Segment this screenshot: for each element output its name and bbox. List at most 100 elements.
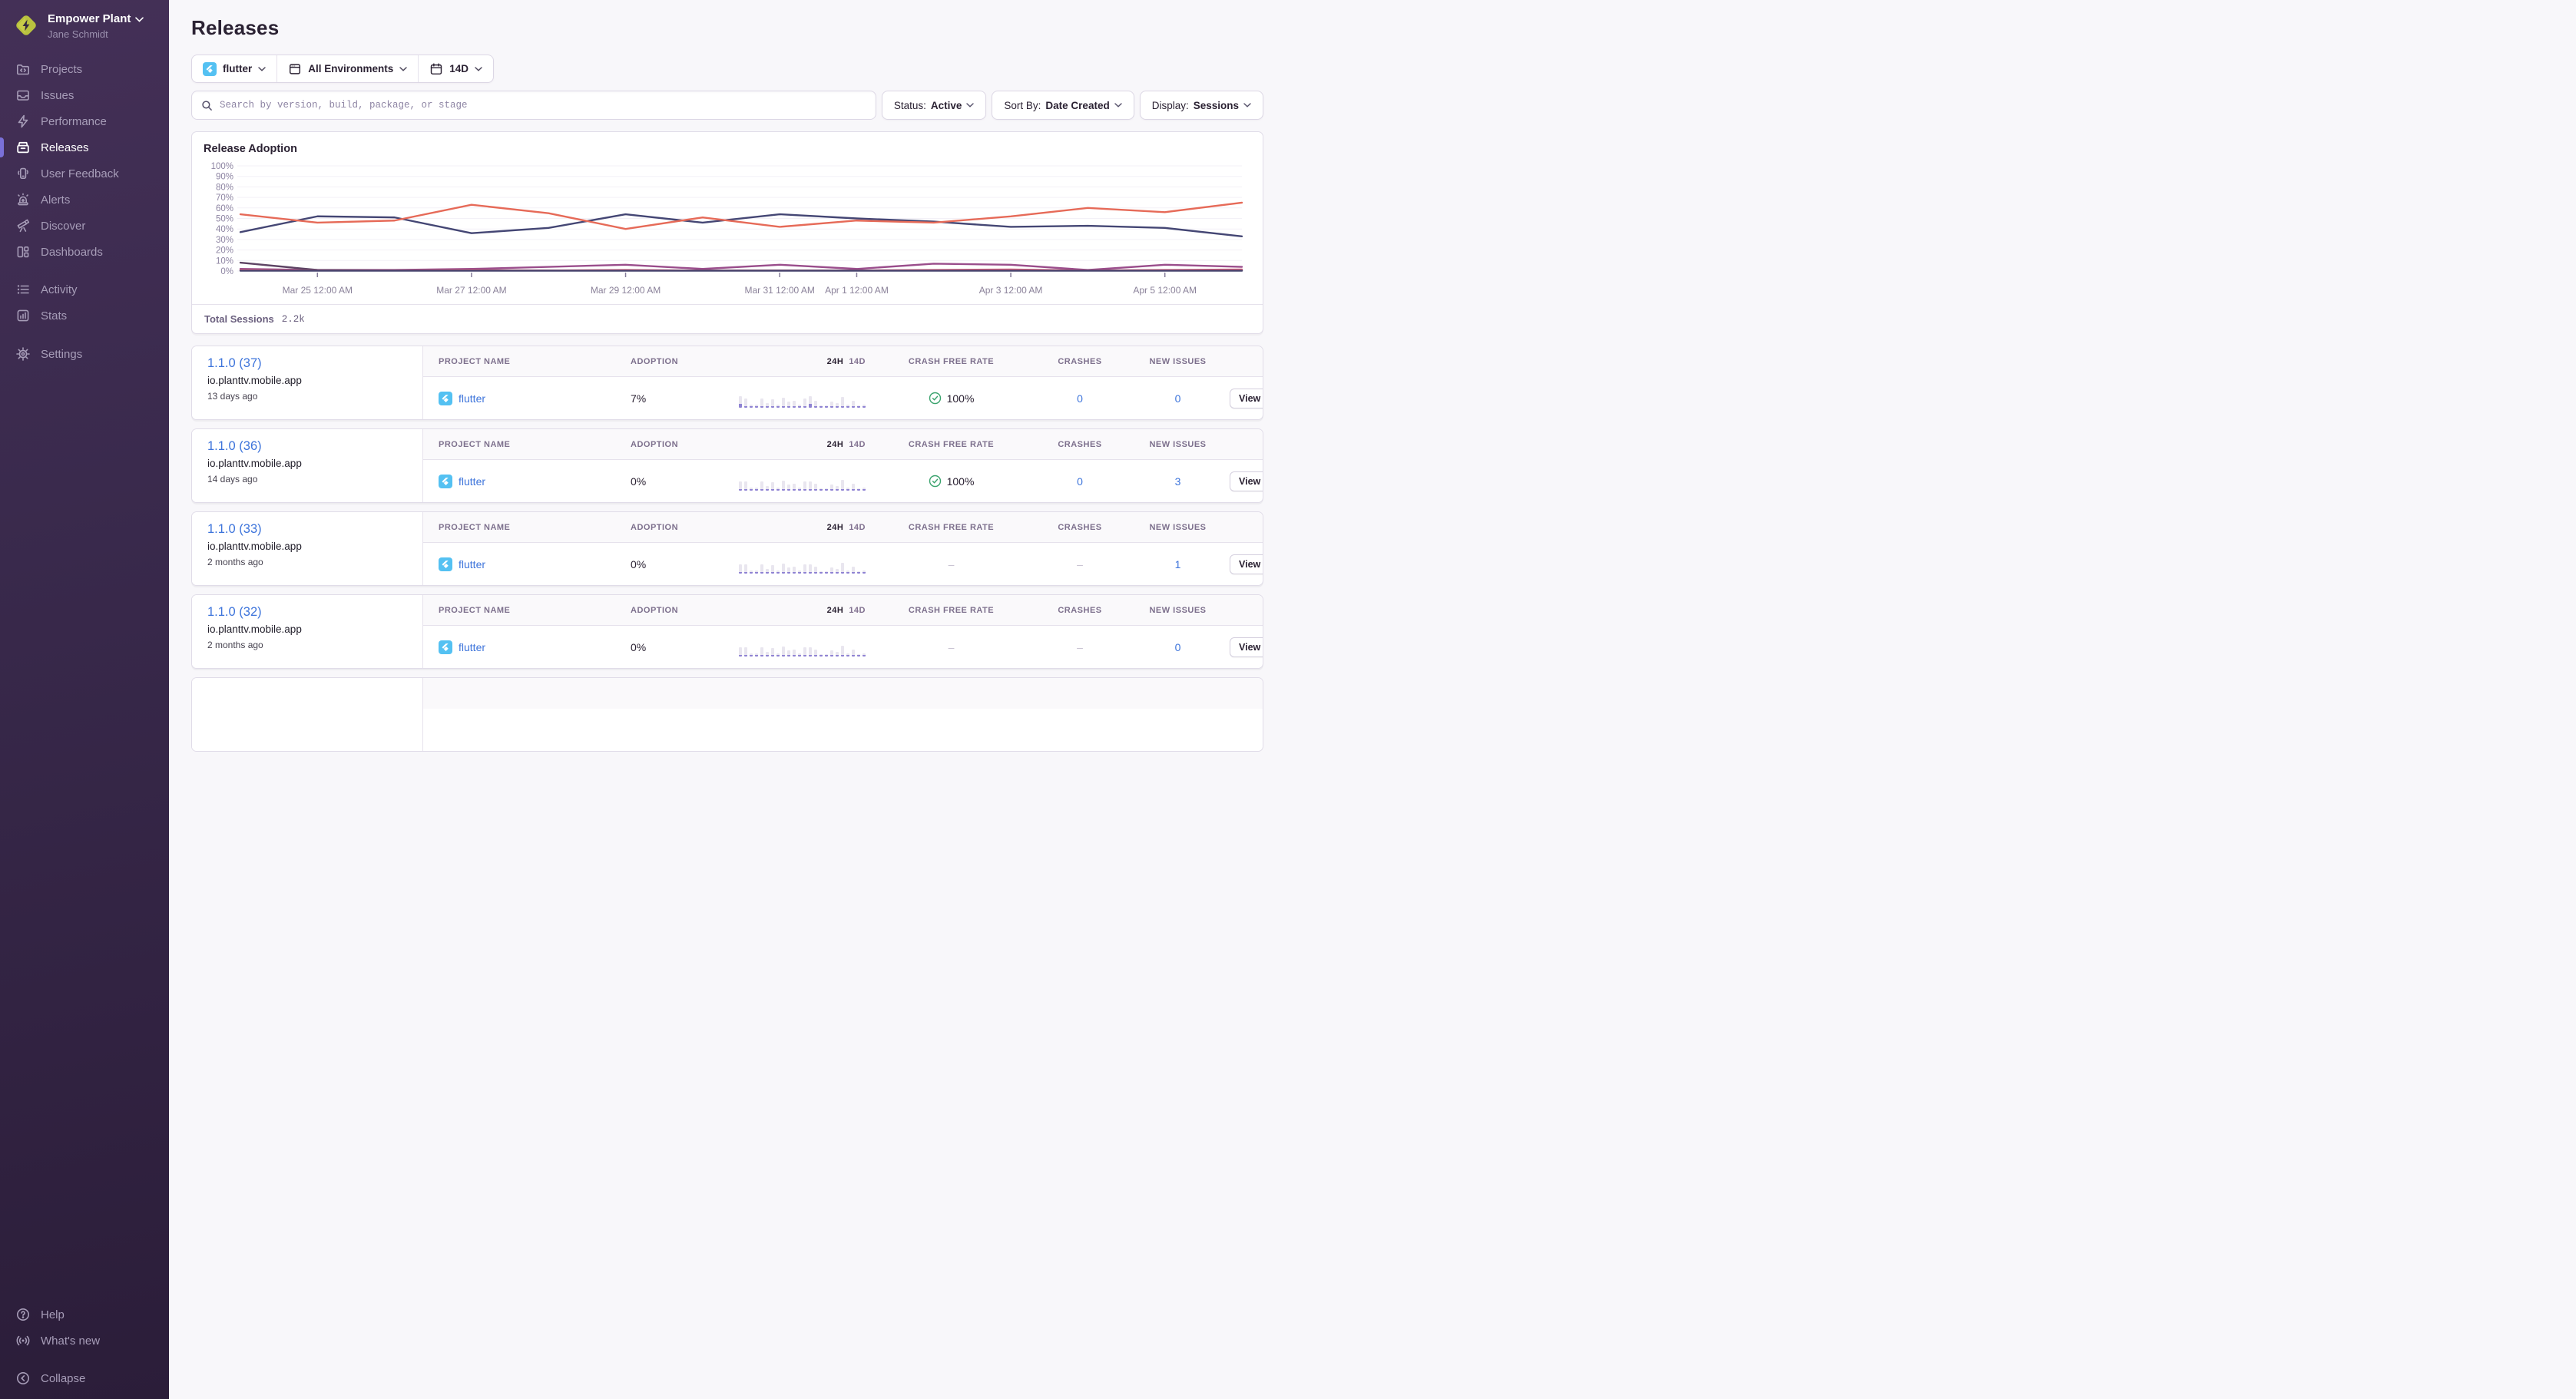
project-link[interactable]: flutter [459, 640, 486, 653]
svg-text:30%: 30% [216, 236, 233, 245]
release-table-header: PROJECT NAME ADOPTION 24H 14D CRASH FREE … [423, 595, 1263, 626]
sessions-sparkline [723, 389, 869, 408]
crashes-link[interactable]: – [1077, 640, 1083, 653]
view-button[interactable]: View [1230, 554, 1263, 574]
view-button[interactable]: View [1230, 388, 1263, 408]
col-crashes: CRASHES [1058, 522, 1102, 532]
sidebar-collapse-button[interactable]: Collapse [0, 1365, 169, 1391]
sidebar-item-help[interactable]: Help [0, 1301, 169, 1328]
col-adoption: ADOPTION [631, 356, 679, 366]
sidebar-item-issues[interactable]: Issues [0, 82, 169, 108]
col-project-name: PROJECT NAME [439, 439, 511, 449]
sidebar-item-user-feedback[interactable]: User Feedback [0, 160, 169, 187]
new-issues-link[interactable]: 1 [1174, 557, 1181, 571]
col-adoption: ADOPTION [631, 605, 679, 615]
sidebar-item-projects[interactable]: Projects [0, 56, 169, 82]
svg-text:40%: 40% [216, 225, 233, 234]
calendar-icon [431, 62, 442, 74]
release-package: io.planttv.mobile.app [207, 458, 302, 469]
releases-archive-icon [17, 141, 29, 154]
toggle-14d[interactable]: 14D [849, 356, 866, 366]
chart-title: Release Adoption [204, 143, 297, 155]
chevron-down-icon [1114, 103, 1122, 107]
release-package: io.planttv.mobile.app [207, 623, 302, 635]
release-adoption-chart[interactable]: 0%10%20%30% 40%50% 60%70%80%90% 100% Mar 25 … [204, 161, 1248, 298]
release-table-header: PROJECT NAME ADOPTION 24H 14D CRASH FREE … [423, 429, 1263, 460]
col-crashes: CRASHES [1058, 356, 1102, 366]
search-input[interactable] [220, 100, 866, 111]
sidebar-item-label: Activity [41, 283, 78, 296]
sidebar-item-alerts[interactable]: Alerts [0, 187, 169, 213]
toggle-14d[interactable]: 14D [849, 605, 866, 615]
sidebar-item-label: Help [41, 1308, 65, 1321]
sidebar-item-performance[interactable]: Performance [0, 108, 169, 134]
svg-text:Apr 5 12:00 AM: Apr 5 12:00 AM [1133, 285, 1197, 296]
col-new-issues: NEW ISSUES [1149, 356, 1207, 366]
org-switcher[interactable]: Empower Plant Jane Schmidt [0, 0, 169, 41]
release-card: 1.1.0 (32) io.planttv.mobile.app 2 month… [191, 594, 1263, 669]
svg-text:Apr 1 12:00 AM: Apr 1 12:00 AM [825, 285, 889, 296]
flutter-project-icon [203, 61, 217, 76]
activity-list-icon [17, 285, 29, 294]
sidebar-item-stats[interactable]: Stats [0, 303, 169, 329]
org-name: Empower Plant [48, 12, 131, 25]
crash-free-check-icon [929, 392, 941, 405]
toggle-24h[interactable]: 24H [826, 605, 844, 615]
new-issues-link[interactable]: 3 [1174, 475, 1181, 488]
release-version-link[interactable]: 1.1.0 (32) [207, 605, 262, 619]
sidebar-item-discover[interactable]: Discover [0, 213, 169, 239]
sort-dropdown[interactable]: Sort By: Date Created [992, 91, 1134, 120]
status-dropdown[interactable]: Status: Active [881, 91, 987, 120]
sidebar-item-releases[interactable]: Releases [0, 134, 169, 160]
sidebar-item-label: Collapse [41, 1371, 86, 1385]
col-crash-free-rate: CRASH FREE RATE [908, 605, 995, 615]
sidebar-item-label: What's new [41, 1334, 101, 1348]
sidebar-item-dashboards[interactable]: Dashboards [0, 239, 169, 265]
col-project-name: PROJECT NAME [439, 605, 511, 615]
crashes-link[interactable]: – [1077, 557, 1083, 571]
release-card-partial [191, 677, 1263, 752]
sidebar-item-activity[interactable]: Activity [0, 276, 169, 303]
release-version-link[interactable]: 1.1.0 (37) [207, 356, 262, 370]
sidebar-item-label: Releases [41, 141, 89, 154]
chevron-down-icon [399, 66, 407, 71]
adoption-value: 0% [631, 557, 647, 571]
sidebar-item-settings[interactable]: Settings [0, 341, 169, 367]
col-crash-free-rate: CRASH FREE RATE [908, 356, 995, 366]
environment-window-icon [290, 63, 301, 74]
view-button[interactable]: View [1230, 471, 1263, 491]
date-range-filter[interactable]: 14D [418, 55, 493, 82]
crashes-link[interactable]: 0 [1077, 392, 1083, 405]
project-link[interactable]: flutter [459, 557, 486, 571]
svg-text:50%: 50% [216, 215, 233, 224]
telescope-icon [17, 219, 30, 233]
adoption-value: 0% [631, 475, 647, 488]
project-link[interactable]: flutter [459, 475, 486, 488]
page-filter-bar: flutter All Environments 14D [191, 55, 495, 83]
display-dropdown[interactable]: Display: Sessions [1139, 91, 1263, 120]
sort-label: Sort By: [1004, 99, 1041, 111]
sidebar-footer: Help What's new Collapse [0, 1301, 169, 1391]
crashes-link[interactable]: 0 [1077, 475, 1083, 488]
toggle-24h[interactable]: 24H [826, 439, 844, 449]
release-version-link[interactable]: 1.1.0 (33) [207, 522, 262, 536]
toggle-24h[interactable]: 24H [826, 356, 844, 366]
environment-filter[interactable]: All Environments [276, 55, 418, 82]
col-new-issues: NEW ISSUES [1149, 522, 1207, 532]
view-button[interactable]: View [1230, 637, 1263, 657]
project-link[interactable]: flutter [459, 392, 486, 405]
new-issues-link[interactable]: 0 [1174, 392, 1181, 405]
project-filter[interactable]: flutter [192, 55, 276, 82]
crash-free-value: 100% [946, 475, 975, 488]
sidebar-item-label: Issues [41, 88, 74, 102]
toggle-14d[interactable]: 14D [849, 439, 866, 449]
search-icon [202, 100, 212, 111]
toggle-24h[interactable]: 24H [826, 522, 844, 532]
release-version-link[interactable]: 1.1.0 (36) [207, 439, 262, 453]
org-chevron-down-icon [135, 17, 144, 22]
toggle-14d[interactable]: 14D [849, 522, 866, 532]
sidebar-item-whats-new[interactable]: What's new [0, 1328, 169, 1354]
dashboards-icon [17, 246, 29, 258]
release-table-row: flutter 7% 100% 0 0 View [423, 377, 1263, 419]
new-issues-link[interactable]: 0 [1174, 640, 1181, 653]
